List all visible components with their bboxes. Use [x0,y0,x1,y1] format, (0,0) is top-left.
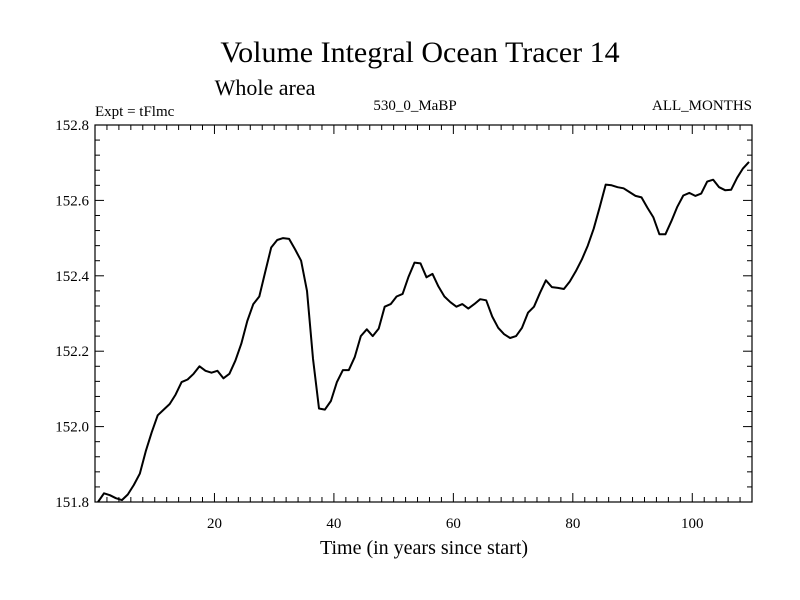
y-tick-label: 152.2 [55,344,89,360]
axis-ticks [95,125,752,502]
x-axis-label: Time (in years since start) [320,537,528,559]
experiment-label: Expt = tFlmc [95,104,175,120]
y-tick-label: 152.4 [55,269,89,285]
x-tick-label: 20 [207,516,222,532]
x-tick-label: 60 [446,516,461,532]
chart-title: Volume Integral Ocean Tracer 14 [220,36,619,69]
x-tick-label: 100 [681,516,704,532]
y-tick-label: 151.8 [55,495,89,511]
series-line [97,161,750,503]
series-group [97,161,750,503]
tick-labels: 20 40 60 80 100 151.8 152.0 152.2 152.4 152.6 152.… [55,118,703,532]
plot-frame [94,124,753,503]
x-tick-label: 40 [326,516,341,532]
chart-subtitle: Whole area [215,75,316,100]
x-tick-label: 80 [565,516,580,532]
period-label: 530_0_MaBP [373,98,456,114]
y-tick-label: 152.6 [55,193,89,209]
y-tick-label: 152.0 [55,420,89,436]
months-label: ALL_MONTHS [652,98,752,114]
y-tick-label: 152.8 [55,118,89,134]
